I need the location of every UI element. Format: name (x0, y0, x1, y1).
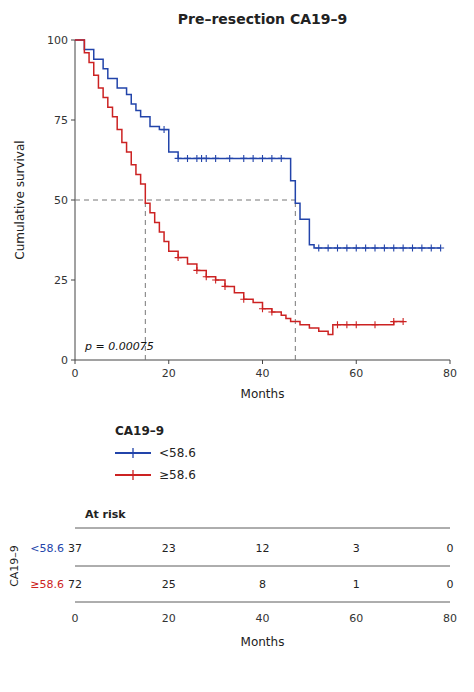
x-tick (450, 360, 451, 364)
table-x-tick-label: 60 (349, 612, 363, 625)
censor-mark (193, 267, 200, 274)
censor-mark (203, 155, 210, 162)
legend-title: CA19–9 (115, 424, 164, 438)
table-x-tick-label: 0 (72, 612, 79, 625)
x-tick (356, 360, 357, 364)
plot-area (75, 40, 444, 360)
censor-mark (428, 245, 435, 252)
y-axis-label: Cumulative survival (13, 140, 27, 259)
table-x-axis-label: Months (241, 635, 285, 649)
x-tick-label: 40 (256, 367, 270, 380)
censor-mark (372, 245, 379, 252)
y-tick-label: 0 (61, 354, 68, 367)
table-rule (75, 602, 450, 603)
y-tick-label: 100 (47, 34, 68, 47)
censor-mark (240, 296, 247, 303)
table-x-tick-label: 20 (162, 612, 176, 625)
censor-mark (268, 309, 275, 316)
censor-mark (250, 155, 257, 162)
censor-mark (343, 321, 350, 328)
censor-mark (334, 245, 341, 252)
censor-mark (400, 318, 407, 325)
censor-mark (175, 254, 182, 261)
table-cell: 0 (447, 542, 454, 555)
y-tick (71, 200, 75, 201)
chart: Pre–resection CA19–90255075100020406080M… (0, 0, 474, 692)
annotation: p = 0.00075 (84, 340, 154, 353)
x-axis-label: Months (241, 387, 285, 401)
censor-mark (212, 277, 219, 284)
censor-mark (353, 245, 360, 252)
censor-mark (343, 245, 350, 252)
table-x-tick-label: 40 (256, 612, 270, 625)
censor-mark (161, 126, 168, 133)
censor-mark (400, 245, 407, 252)
median-line (145, 200, 146, 360)
y-tick (71, 280, 75, 281)
table-title: At risk (85, 508, 126, 521)
table-cell: 23 (162, 542, 176, 555)
survival-curve (75, 40, 441, 248)
y-tick-label: 25 (54, 274, 68, 287)
x-tick (75, 360, 76, 364)
censor-mark (390, 318, 397, 325)
censor-mark (226, 155, 233, 162)
survival-curve (75, 40, 403, 334)
censor-mark (437, 245, 444, 252)
legend-entry: <58.6 (159, 446, 196, 460)
table-group-label: CA19–9 (8, 545, 21, 587)
censor-mark (390, 245, 397, 252)
median-line (295, 200, 296, 360)
censor-mark (259, 305, 266, 312)
table-cell: 37 (68, 542, 82, 555)
censor-mark (212, 155, 219, 162)
censor-mark (381, 245, 388, 252)
y-tick-label: 50 (54, 194, 68, 207)
table-cell: 8 (259, 578, 266, 591)
table-row-label: <58.6 (30, 542, 64, 555)
table-row-label: ≥58.6 (30, 578, 64, 591)
censor-mark (240, 155, 247, 162)
table-cell: 1 (353, 578, 360, 591)
legend-entry: ≥58.6 (159, 468, 196, 482)
y-tick (71, 360, 75, 361)
median-line (75, 200, 295, 201)
table-cell: 72 (68, 578, 82, 591)
censor-mark (278, 155, 285, 162)
title: Pre–resection CA19–9 (178, 11, 347, 27)
censor-mark (222, 283, 229, 290)
table-cell: 12 (256, 542, 270, 555)
censor-mark (175, 155, 182, 162)
x-tick-label: 20 (162, 367, 176, 380)
y-tick-label: 75 (54, 114, 68, 127)
x-tick-label: 0 (72, 367, 79, 380)
censor-mark (418, 245, 425, 252)
censor-mark (362, 245, 369, 252)
censor-mark (353, 321, 360, 328)
censor-mark (334, 321, 341, 328)
table-cell: 3 (353, 542, 360, 555)
censor-mark (315, 245, 322, 252)
censor-mark (184, 155, 191, 162)
censor-mark (259, 155, 266, 162)
censor-mark (203, 273, 210, 280)
censor-mark (409, 245, 416, 252)
x-tick-label: 80 (443, 367, 457, 380)
y-tick (71, 120, 75, 121)
censor-mark (372, 321, 379, 328)
table-cell: 25 (162, 578, 176, 591)
table-x-tick-label: 80 (443, 612, 457, 625)
x-tick (262, 360, 263, 364)
table-rule (75, 528, 450, 529)
legend-marker (128, 470, 138, 480)
legend-marker (128, 448, 138, 458)
table-rule (75, 566, 450, 567)
x-tick (168, 360, 169, 364)
censor-mark (325, 245, 332, 252)
x-tick-label: 60 (349, 367, 363, 380)
table-cell: 0 (447, 578, 454, 591)
censor-mark (268, 155, 275, 162)
y-tick (71, 40, 75, 41)
